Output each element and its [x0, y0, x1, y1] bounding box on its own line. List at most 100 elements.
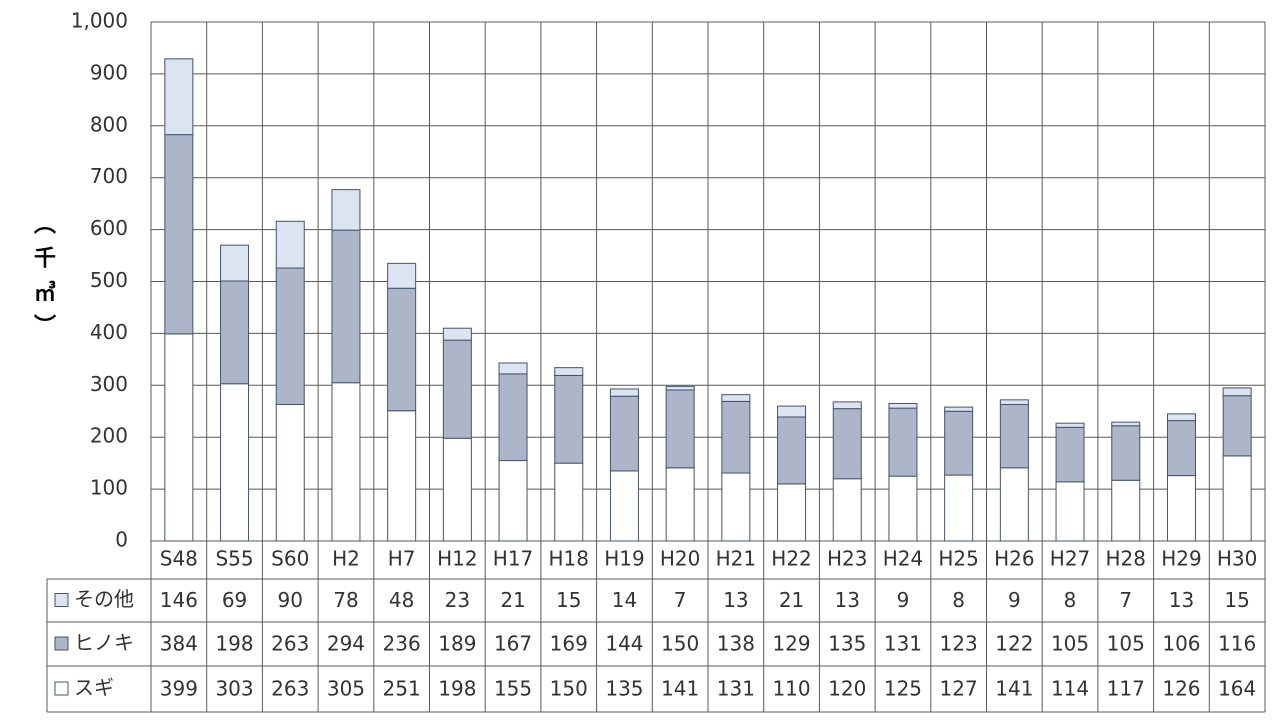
bar-segment: [944, 406, 974, 412]
bar-segment: [609, 395, 639, 472]
y-tick-label: 400: [90, 320, 128, 344]
bar-segment: [331, 189, 361, 231]
table-value: 131: [884, 632, 922, 656]
bar-segment: [1166, 420, 1196, 477]
bar-segment: [832, 478, 862, 542]
bar-segment: [1166, 475, 1196, 542]
bar-segment: [554, 367, 584, 376]
y-axis-label: （千㎥）: [30, 212, 56, 348]
bar-segment: [275, 220, 305, 269]
table-value: 21: [500, 588, 525, 612]
x-tick-label: H7: [388, 547, 416, 571]
bar-segment: [442, 437, 472, 542]
table-value: 116: [1218, 632, 1256, 656]
x-tick-label: H20: [660, 547, 701, 571]
table-value: 144: [605, 632, 643, 656]
table-value: 90: [278, 588, 303, 612]
bar-segment: [442, 327, 472, 341]
table-value: 15: [556, 588, 581, 612]
x-tick-label: H24: [883, 547, 924, 571]
table-value: 189: [438, 632, 476, 656]
table-value: 131: [717, 677, 755, 701]
table-value: 236: [383, 632, 421, 656]
table-value: 13: [1169, 588, 1194, 612]
table-value: 263: [271, 677, 309, 701]
table-value: 198: [438, 677, 476, 701]
table-value: 198: [215, 632, 253, 656]
bar-segment: [1222, 395, 1252, 457]
table-value: 78: [333, 588, 358, 612]
bar-segment: [331, 382, 361, 542]
x-tick-label: S48: [160, 547, 198, 571]
table-value: 167: [494, 632, 532, 656]
table-value: 126: [1162, 677, 1200, 701]
y-tick-label: 900: [90, 60, 128, 84]
bar-segment: [665, 467, 695, 542]
bar-segment: [999, 467, 1029, 542]
table-value: 105: [1051, 632, 1089, 656]
bar-segment: [442, 339, 472, 439]
table-value: 114: [1051, 677, 1089, 701]
bar-segment: [999, 399, 1029, 406]
x-tick-label: H29: [1161, 547, 1202, 571]
bar-segment: [275, 267, 305, 406]
table-value: 120: [828, 677, 866, 701]
table-value: 127: [940, 677, 978, 701]
bar-segment: [554, 374, 584, 464]
table-value: 7: [674, 588, 687, 612]
table-value: 105: [1107, 632, 1145, 656]
table-value: 150: [550, 677, 588, 701]
table-value: 146: [160, 588, 198, 612]
table-value: 8: [1064, 588, 1077, 612]
bar-segment: [498, 460, 528, 542]
table-value: 9: [897, 588, 910, 612]
x-tick-label: H18: [549, 547, 590, 571]
bar-segment: [832, 401, 862, 410]
table-value: 7: [1119, 588, 1132, 612]
y-tick-label: 800: [90, 112, 128, 136]
table-value: 135: [605, 677, 643, 701]
bar-segment: [220, 383, 250, 542]
bar-segment: [888, 402, 918, 409]
table-value: 125: [884, 677, 922, 701]
table-value: 164: [1218, 677, 1256, 701]
table-value: 122: [995, 632, 1033, 656]
bar-segment: [665, 385, 695, 391]
x-tick-label: H19: [604, 547, 645, 571]
table-value: 294: [327, 632, 365, 656]
bar-segment: [1222, 387, 1252, 397]
bar-segment: [1055, 422, 1085, 428]
table-value: 13: [723, 588, 748, 612]
bar-segment: [1222, 455, 1252, 542]
table-value: 9: [1008, 588, 1021, 612]
bar-segment: [777, 483, 807, 542]
bar-segment: [721, 394, 751, 402]
x-tick-label: H2: [332, 547, 360, 571]
table-value: 8: [952, 588, 965, 612]
y-tick-label: 600: [90, 216, 128, 240]
table-value: 23: [445, 588, 470, 612]
legend-label: その他: [74, 587, 134, 611]
table-value: 303: [215, 677, 253, 701]
legend-label: スギ: [74, 676, 114, 700]
table-value: 110: [772, 677, 810, 701]
bar-segment: [721, 472, 751, 542]
table-value: 305: [327, 677, 365, 701]
table-value: 129: [772, 632, 810, 656]
bar-segment: [1111, 421, 1141, 427]
table-value: 141: [661, 677, 699, 701]
bar-segment: [1166, 413, 1196, 422]
x-tick-label: H25: [938, 547, 979, 571]
bar-segment: [888, 475, 918, 542]
bar-segment: [387, 262, 417, 289]
bar-segment: [944, 410, 974, 476]
x-tick-label: H27: [1050, 547, 1091, 571]
legend-swatch: [54, 636, 69, 651]
bar-segment: [220, 280, 250, 385]
x-tick-label: H28: [1106, 547, 1147, 571]
bar-segment: [665, 389, 695, 469]
bar-segment: [331, 229, 361, 384]
bar-segment: [1111, 425, 1141, 481]
x-tick-label: H12: [437, 547, 478, 571]
